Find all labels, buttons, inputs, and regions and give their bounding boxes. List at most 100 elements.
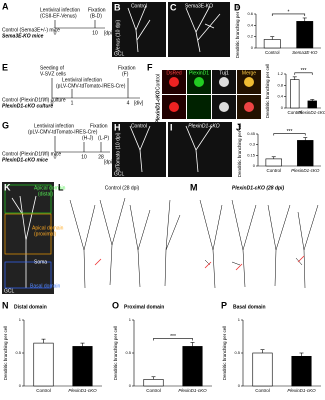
text: Lentiviral infection (34, 123, 74, 129)
x-tick-label: Control (287, 110, 302, 115)
panel-letter: B (114, 2, 121, 12)
text: [dpi] (104, 30, 114, 36)
region-box (4, 184, 52, 214)
bar (33, 342, 54, 387)
y-tick-label: 0.5 (234, 350, 240, 355)
y-tick-label: 1 (19, 317, 22, 322)
significance-bracket (271, 13, 306, 16)
x-tick-label: Sema3E-KO (292, 50, 318, 55)
y-tick-label: 0.6 (247, 11, 253, 16)
micrograph (112, 2, 166, 57)
panel-letter: A (2, 1, 9, 11)
text: 10 (92, 30, 98, 36)
text: 28 (98, 154, 104, 160)
x-tick-label: PlexinD1-cKO (291, 168, 320, 173)
y-axis-label: Dendritic branching per cell (265, 64, 270, 119)
significance: *** (301, 68, 307, 74)
panel-letter: J (236, 122, 241, 132)
y-axis-label: Dendritic branching per cell (3, 326, 8, 381)
x-tick-label: PlexinD1-cKO (287, 388, 316, 393)
region-box (4, 261, 52, 289)
bar (143, 379, 164, 387)
panel-letter: I (170, 122, 173, 132)
micrograph (2, 182, 54, 294)
text: Tuj1 (219, 70, 229, 76)
text: PlexinD1-cKO (188, 123, 220, 129)
bar (252, 352, 273, 387)
bar (72, 346, 93, 387)
neuron-tracing (199, 199, 319, 289)
neuron (11, 195, 37, 288)
y-tick-label: 1.2 (277, 71, 283, 76)
x-tick-label: Control (36, 388, 51, 393)
text: (B-D) (90, 13, 102, 19)
text: [dpi] (104, 159, 114, 165)
bar (291, 355, 312, 387)
chart-title: Basal domain (233, 304, 266, 310)
neuron (129, 125, 151, 173)
arrow (94, 255, 305, 271)
y-tick-label: 0 (251, 45, 254, 50)
significance-bracket (294, 72, 313, 75)
y-tick-label: 0.5 (125, 350, 131, 355)
panel-letter: L (58, 182, 64, 192)
text: Apical domain (32, 225, 64, 231)
y-tick-label: 0.45 (247, 131, 256, 136)
y-tick-label: 0 (19, 383, 22, 388)
significance: *** (287, 129, 293, 135)
region-box (4, 213, 52, 255)
text: Apical domain (34, 185, 66, 191)
text: Control (131, 123, 147, 129)
y-tick-label: 0.3 (249, 142, 255, 147)
text: Lentiviral infection (62, 77, 102, 83)
text: V-SVZ cells (40, 71, 66, 77)
text: Sema3E-KO mice (2, 33, 44, 39)
bar (297, 140, 314, 167)
y-tick-label: 0.4 (247, 22, 253, 27)
text: Control (PlexinD1fl/fl) mice (2, 151, 61, 157)
text: 4 (127, 100, 130, 106)
x-tick-label: Control (255, 388, 270, 393)
text: PlexinD1-cKO (155, 90, 161, 123)
bar (265, 158, 282, 167)
text: GCL (114, 171, 125, 177)
text: PlexinD1-cKO mice (2, 157, 48, 163)
text: GCL (114, 51, 125, 57)
text: 1 (71, 100, 74, 106)
text: Control (155, 74, 161, 90)
y-tick-label: 0 (238, 383, 241, 388)
text: Lentiviral infection (40, 7, 80, 13)
text: Fixation (88, 7, 106, 13)
cell (194, 77, 204, 87)
panel-letter: N (2, 300, 9, 310)
text: Merge (242, 70, 256, 76)
text: (L-P) (98, 135, 109, 141)
x-tick-label: Control (266, 168, 281, 173)
significance-bracket (273, 133, 306, 136)
y-axis-label: Dendritic branching per cell (237, 123, 242, 178)
x-tick-label: Control (146, 388, 161, 393)
y-tick-label: 0 (281, 105, 284, 110)
x-tick-label: PlexinD1-cKO (178, 388, 207, 393)
text: PlexinD1-cKO culture (2, 103, 53, 109)
text: Sema3E-KO (185, 3, 213, 9)
text: Control (Sema3E+/-) mice (2, 27, 60, 33)
significance: * (288, 9, 290, 15)
panel-letter: H (114, 122, 121, 132)
panel-letter: O (112, 300, 119, 310)
text: 0 (54, 154, 57, 160)
cell (244, 102, 254, 112)
text: 0 (51, 100, 54, 106)
y-axis-label: Dendritic branching per cell (222, 326, 227, 381)
cell (219, 77, 229, 87)
x-tick-label: PlexinD1-cKO (68, 388, 97, 393)
panel-letter: C (170, 2, 177, 12)
text: (pLV-CMV-tdTomato-IRES-Cre) (28, 129, 98, 135)
text: Control (PlexinD1fl/fl) culture (2, 97, 66, 103)
text: 0 (54, 30, 57, 36)
panel-letter: E (2, 62, 8, 72)
text: (F) (122, 71, 129, 77)
text: tdTomato (10 dpi) (115, 132, 121, 171)
panel-letter: K (4, 182, 11, 192)
micrograph (187, 95, 211, 119)
